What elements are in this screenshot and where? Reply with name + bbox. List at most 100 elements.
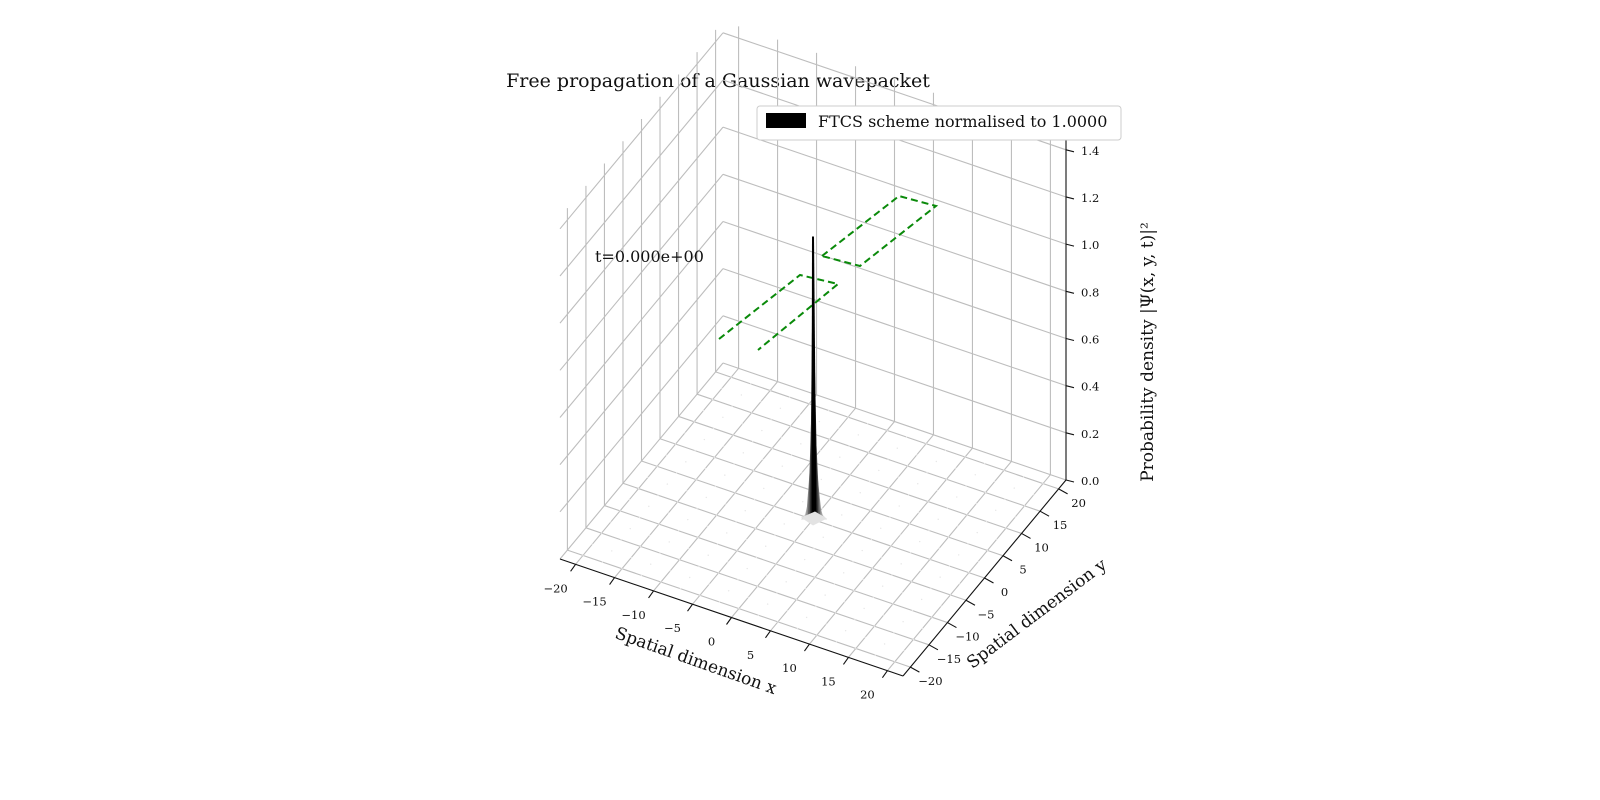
floor-point (675, 472, 678, 474)
floor-point (824, 594, 826, 596)
gridline (559, 173, 724, 371)
floor-point (766, 603, 769, 605)
floor-point (713, 456, 716, 459)
floor-point (868, 480, 871, 483)
floor-point (818, 420, 821, 423)
y-tick (984, 577, 994, 584)
z-tick-label: 1.2 (1081, 191, 1099, 205)
floor-point (674, 443, 677, 445)
floor-point (878, 469, 880, 472)
gridline (559, 32, 724, 230)
floor-point (792, 512, 795, 514)
floor-point (776, 592, 778, 594)
wavepacket-surface (801, 236, 827, 526)
floor-point (900, 563, 902, 565)
floor-point (629, 527, 631, 530)
floor-grid (582, 376, 1044, 663)
floor-point (668, 541, 670, 543)
floor-point (829, 467, 832, 470)
floor-point (658, 523, 660, 525)
floor-point (697, 536, 699, 539)
x-tick (804, 643, 810, 652)
floor-point (919, 540, 921, 543)
x-tick (609, 577, 616, 585)
floor-point (871, 567, 874, 570)
floor-point (929, 558, 931, 561)
floor-point (1014, 516, 1016, 518)
floor-point (888, 487, 890, 489)
floor-point (816, 634, 818, 636)
floor-point (936, 489, 938, 492)
y-tick-label: −5 (978, 607, 995, 621)
floor-point (762, 458, 764, 461)
floor-point (849, 474, 851, 476)
floor-point (848, 445, 850, 447)
floor-point (582, 554, 584, 557)
floor-point (744, 509, 746, 512)
floor-point (725, 503, 727, 505)
legend-swatch (766, 113, 806, 128)
floor-point (808, 403, 810, 405)
floor-point (704, 467, 707, 470)
x-tick (726, 617, 732, 625)
floor-point (688, 547, 690, 550)
floor-point (975, 503, 977, 505)
gridline (559, 315, 724, 513)
floor-point (966, 514, 968, 516)
gridline (722, 315, 1067, 434)
floor-point (945, 478, 948, 480)
floor-point (724, 474, 726, 476)
z-tick-label: 0.2 (1081, 427, 1099, 441)
floor-point (733, 463, 735, 465)
z-tick-label: 0.8 (1081, 285, 1099, 299)
z-tick-label: 1.0 (1081, 238, 1099, 252)
floor-point (918, 511, 920, 514)
gridline (722, 220, 1067, 340)
y-tick-label: 5 (1019, 563, 1026, 577)
floor-point (827, 409, 830, 412)
floor-point (746, 567, 748, 570)
y-tick (1058, 488, 1068, 495)
floor-point (786, 610, 788, 612)
floor-point (754, 527, 757, 530)
floor-point (795, 598, 798, 601)
floor-point (967, 543, 969, 545)
floor-point (820, 478, 822, 481)
floor-point (919, 569, 922, 572)
z-tick-label: 0.0 (1081, 474, 1099, 488)
x-tick (648, 590, 654, 599)
z-axis-label: Probability density |Ψ(x, y, t)|² (1138, 222, 1158, 482)
floor-point (696, 507, 698, 510)
floor-point (730, 376, 732, 378)
floor-point (977, 560, 979, 563)
floor-point (814, 576, 816, 579)
floor-point (903, 649, 905, 652)
gridline (559, 126, 724, 324)
floor-point (785, 581, 787, 583)
floor-point (803, 529, 805, 532)
floor-point (727, 561, 729, 563)
floor-point (891, 574, 893, 576)
floor-point (835, 641, 838, 643)
x-tick-label: −5 (664, 621, 681, 635)
floor-point (935, 460, 937, 463)
floor-point (788, 396, 791, 398)
floor-point (926, 471, 928, 474)
floor-point (813, 547, 815, 550)
floor-point (886, 429, 888, 432)
floor-point (917, 483, 919, 485)
floor-point (789, 425, 792, 427)
x-tick-label: −20 (543, 581, 567, 595)
floor-point (705, 496, 707, 499)
floor-point (887, 458, 889, 461)
floor-point (600, 532, 603, 534)
floor-point (727, 590, 730, 592)
floor-point (650, 563, 652, 565)
floor-point (1005, 527, 1007, 529)
floor-point (726, 532, 728, 534)
floor-point (879, 498, 881, 501)
gridline (559, 362, 724, 560)
floor-point (974, 474, 976, 476)
x-tick-label: 0 (708, 635, 715, 649)
